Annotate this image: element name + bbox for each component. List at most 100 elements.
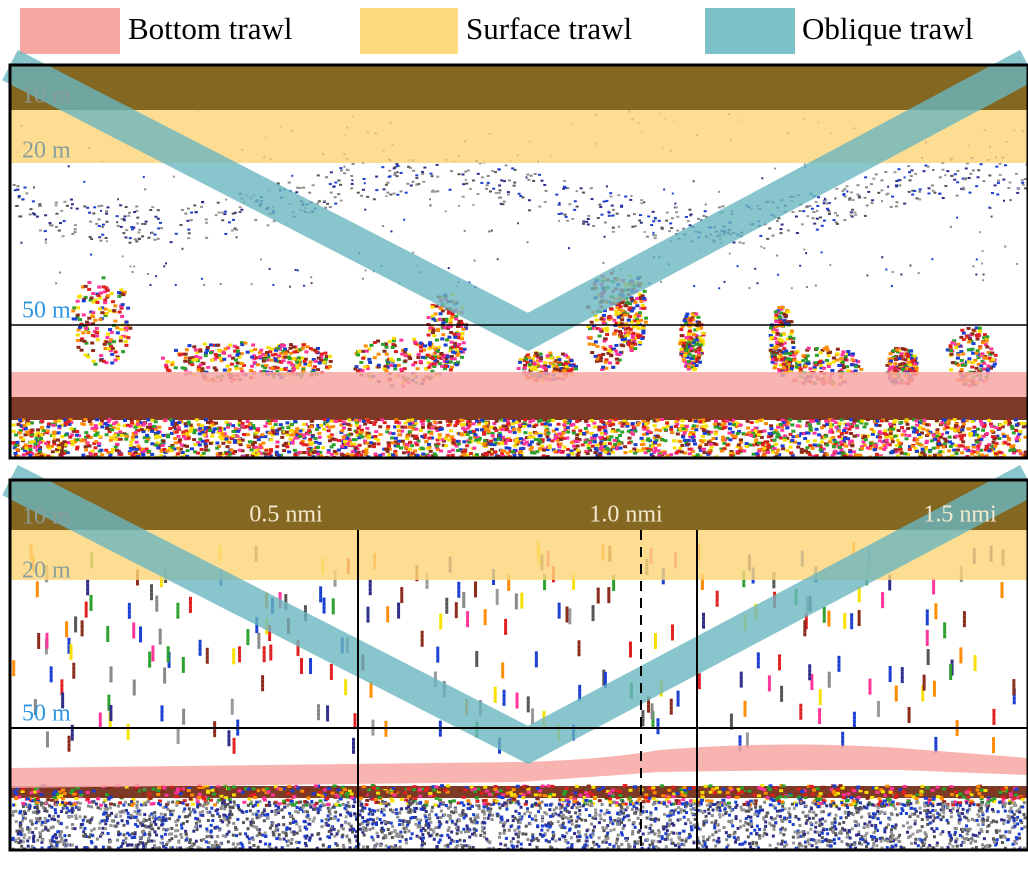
echo — [74, 224, 77, 226]
echo — [205, 349, 209, 352]
echo — [682, 358, 686, 361]
echo — [412, 170, 415, 172]
echo — [898, 184, 901, 186]
echo — [362, 189, 365, 191]
echo — [497, 258, 499, 260]
echo — [827, 362, 831, 365]
echo — [29, 208, 32, 210]
echo — [887, 186, 889, 188]
echo — [253, 348, 257, 351]
echo — [57, 431, 61, 434]
echo — [310, 276, 312, 278]
echo — [378, 454, 382, 457]
echo — [365, 427, 369, 430]
echo — [235, 367, 239, 370]
echo — [96, 432, 100, 435]
echo — [568, 203, 571, 205]
echo — [821, 251, 823, 253]
echo — [641, 304, 645, 307]
echo — [858, 454, 862, 457]
echo — [691, 427, 695, 430]
echo — [839, 357, 843, 360]
echo — [500, 179, 503, 181]
echo — [95, 223, 98, 225]
echo — [80, 349, 84, 352]
echo — [801, 359, 805, 362]
echo — [287, 450, 291, 453]
echo — [673, 446, 677, 449]
echo — [183, 360, 187, 363]
echo — [98, 218, 101, 220]
echo — [826, 208, 829, 210]
echo — [386, 192, 389, 194]
legend-swatch — [360, 8, 458, 54]
echo — [295, 191, 298, 193]
echo — [604, 221, 607, 223]
echo — [49, 222, 52, 224]
echo — [834, 212, 837, 214]
echo — [190, 363, 194, 366]
echo — [179, 224, 182, 226]
echo — [574, 200, 577, 202]
echo — [756, 282, 758, 284]
echo — [823, 347, 827, 350]
echo — [14, 189, 17, 191]
echo — [884, 436, 888, 439]
echo — [410, 444, 414, 447]
echo — [644, 321, 648, 324]
echo — [819, 364, 823, 367]
echo — [186, 220, 189, 222]
echo — [52, 434, 56, 437]
echo — [581, 443, 585, 446]
echo — [181, 248, 183, 250]
echo — [460, 332, 464, 335]
echo — [821, 225, 824, 227]
echo — [603, 348, 607, 351]
echo — [320, 352, 324, 355]
echo — [601, 353, 605, 356]
echo — [842, 193, 845, 195]
echo — [586, 444, 590, 447]
echo — [968, 177, 971, 179]
echo — [449, 318, 453, 321]
echo — [718, 287, 720, 289]
echo — [844, 195, 847, 197]
echo — [282, 359, 286, 362]
echo — [763, 429, 767, 432]
echo — [72, 317, 76, 320]
echo — [333, 185, 336, 187]
echo — [228, 344, 232, 347]
echo — [507, 194, 510, 196]
echo — [979, 231, 981, 233]
echo — [562, 423, 566, 426]
echo — [255, 356, 259, 359]
echo — [594, 340, 598, 343]
echo — [836, 214, 839, 216]
echo — [421, 356, 425, 359]
echo — [587, 218, 590, 220]
echo — [545, 435, 549, 438]
echo — [920, 451, 924, 454]
echo — [718, 206, 721, 208]
echo — [611, 430, 615, 433]
echo — [414, 435, 418, 438]
echo — [893, 435, 897, 438]
echo — [13, 184, 16, 186]
echo — [444, 365, 448, 368]
echo — [829, 264, 831, 266]
echo — [463, 348, 467, 351]
echo — [584, 427, 588, 430]
echo — [640, 437, 644, 440]
echo — [696, 328, 700, 331]
echo — [14, 452, 18, 455]
echo — [908, 448, 912, 451]
echo — [806, 440, 810, 443]
echo — [498, 192, 501, 194]
echo — [350, 175, 353, 177]
echo — [109, 439, 113, 442]
echo — [955, 452, 959, 455]
echo — [768, 227, 771, 229]
echo — [228, 354, 232, 357]
echo — [106, 221, 109, 223]
echo — [98, 307, 102, 310]
